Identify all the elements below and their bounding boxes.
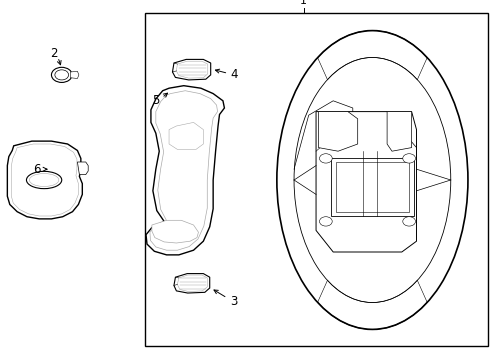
Bar	[336, 162, 409, 212]
Ellipse shape	[29, 174, 59, 186]
Polygon shape	[7, 141, 82, 219]
Polygon shape	[316, 112, 416, 252]
Ellipse shape	[277, 31, 468, 329]
Polygon shape	[177, 275, 207, 292]
Bar	[331, 158, 414, 216]
Polygon shape	[318, 112, 358, 151]
Text: 3: 3	[230, 295, 238, 308]
Circle shape	[403, 154, 416, 163]
Text: 5: 5	[152, 94, 160, 107]
Polygon shape	[176, 61, 208, 78]
Polygon shape	[77, 162, 88, 175]
Ellipse shape	[26, 171, 62, 189]
Polygon shape	[150, 91, 218, 250]
Polygon shape	[11, 144, 78, 216]
Ellipse shape	[294, 58, 451, 302]
Bar	[145, 13, 488, 346]
Text: 6: 6	[33, 163, 41, 176]
Circle shape	[403, 217, 416, 226]
Ellipse shape	[55, 70, 69, 80]
Polygon shape	[172, 59, 211, 80]
Polygon shape	[152, 220, 198, 243]
Polygon shape	[146, 86, 224, 255]
Circle shape	[319, 154, 332, 163]
Text: 4: 4	[230, 68, 238, 81]
Circle shape	[319, 217, 332, 226]
Polygon shape	[71, 71, 79, 78]
Text: 1: 1	[300, 0, 307, 6]
Polygon shape	[174, 274, 210, 293]
Polygon shape	[169, 122, 203, 149]
Polygon shape	[387, 112, 412, 151]
Ellipse shape	[51, 67, 72, 82]
Text: 2: 2	[50, 47, 58, 60]
